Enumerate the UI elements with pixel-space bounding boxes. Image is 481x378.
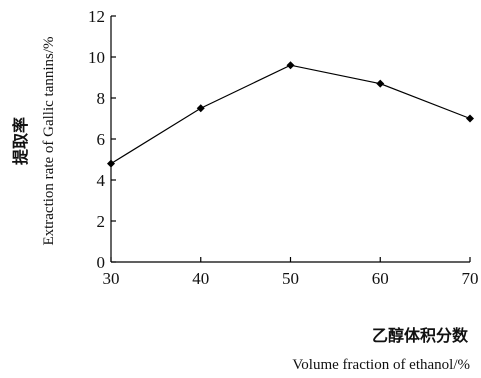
tick-labels: 0 2 4 6 8 10 12 30 40 50 60 70 — [88, 7, 479, 288]
x-axis-title-cn: 乙醇体积分数 — [372, 326, 469, 345]
y-tick-label: 6 — [97, 130, 106, 149]
y-tick-label: 10 — [88, 48, 105, 67]
x-tick-label: 40 — [192, 269, 209, 288]
data-point-marker — [376, 79, 385, 88]
axes — [110, 15, 471, 263]
data-point-marker — [286, 61, 295, 70]
x-tick-label: 30 — [103, 269, 120, 288]
data-point-marker — [466, 114, 474, 123]
y-axis-title-cn: 提取率 — [11, 117, 30, 165]
y-tick-label: 12 — [88, 7, 105, 26]
data-series — [107, 61, 474, 168]
y-tick-label: 2 — [97, 212, 106, 231]
y-tick-label: 0 — [97, 253, 106, 272]
y-axis-title-en: Extraction rate of Gallic tannins/% — [41, 36, 57, 245]
x-axis-title-en: Volume fraction of ethanol/% — [292, 357, 470, 373]
x-tick-label: 50 — [282, 269, 299, 288]
y-tick-label: 4 — [97, 171, 106, 190]
data-point-marker — [196, 104, 205, 113]
x-tick-label: 70 — [462, 269, 479, 288]
y-tick-label: 8 — [97, 89, 106, 108]
x-tick-label: 60 — [372, 269, 389, 288]
data-point-marker — [107, 159, 115, 168]
series-line — [110, 64, 471, 165]
